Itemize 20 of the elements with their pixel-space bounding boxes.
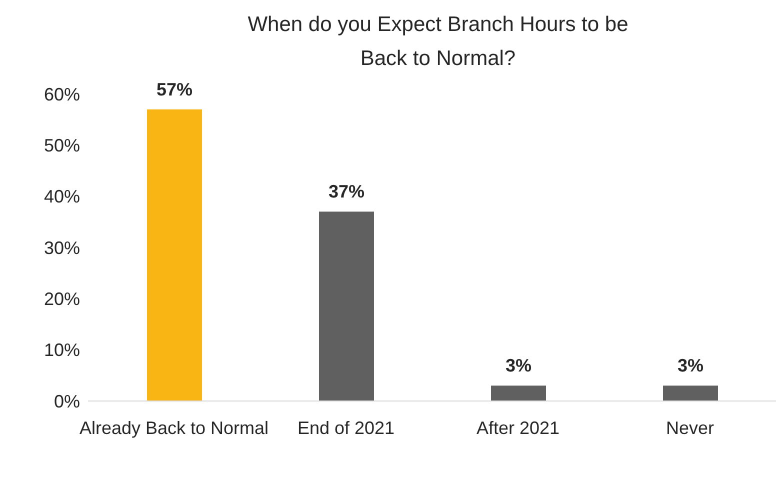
data-label: 3% — [677, 356, 704, 376]
y-tick-label: 30% — [44, 238, 80, 258]
y-tick-label: 40% — [44, 186, 80, 207]
x-tick-label: Already Back to Normal — [79, 418, 269, 438]
x-tick-label: After 2021 — [476, 418, 560, 438]
bar — [147, 109, 202, 401]
data-label: 37% — [328, 182, 365, 202]
x-tick-label: Never — [666, 418, 714, 438]
bar — [663, 386, 718, 401]
y-tick-label: 20% — [44, 289, 80, 310]
y-tick-label: 10% — [44, 340, 80, 360]
chart-title: When do you Expect Branch Hours to be Back to Normal? — [246, 12, 630, 72]
data-label: 57% — [156, 79, 193, 100]
data-label: 3% — [505, 356, 532, 376]
y-tick-label: 0% — [54, 391, 80, 412]
x-tick-label: End of 2021 — [297, 418, 395, 438]
y-tick-label: 60% — [44, 84, 80, 104]
y-tick-label: 50% — [44, 136, 80, 156]
bar — [319, 212, 374, 401]
bar — [491, 386, 546, 401]
